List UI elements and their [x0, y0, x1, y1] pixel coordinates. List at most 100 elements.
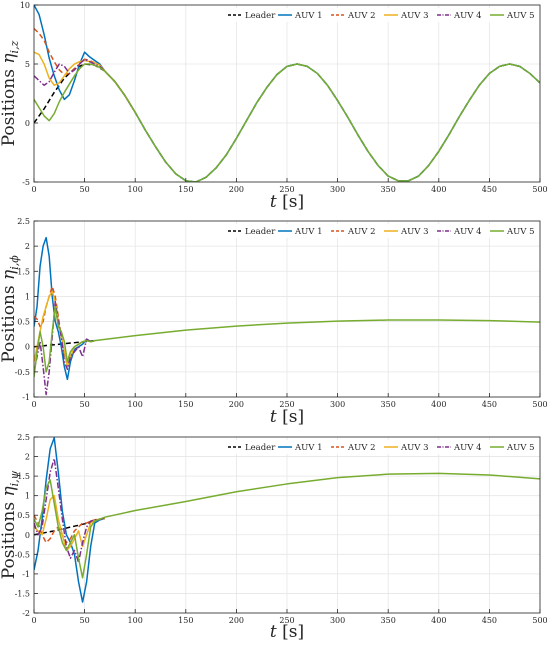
y-tick-label: 1.5 [17, 267, 30, 276]
legend-label: Leader [245, 227, 276, 237]
y-tick-label: 10 [20, 1, 30, 10]
x-tick-label: 500 [532, 185, 547, 194]
x-tick-label: 300 [330, 616, 345, 625]
legend-label: AUV 3 [400, 11, 429, 21]
x-tick-label: 300 [330, 185, 345, 194]
legend-label: AUV 5 [506, 443, 535, 453]
series-group [34, 437, 540, 603]
x-tick-label: 400 [431, 185, 446, 194]
legend-label: AUV 2 [347, 11, 376, 21]
x-tick-label: 150 [178, 400, 193, 409]
y-tick-label: 2.5 [17, 433, 30, 442]
x-tick-label: 50 [80, 185, 90, 194]
series-line-auv-3 [34, 290, 95, 368]
grid [33, 220, 541, 398]
y-tick-label: 1.5 [17, 472, 30, 481]
y-tick-label: 0 [25, 343, 30, 352]
x-tick-label: 150 [178, 185, 193, 194]
x-tick-label: 250 [279, 185, 294, 194]
legend-label: AUV 5 [506, 11, 535, 21]
x-tick-label: 500 [532, 400, 547, 409]
x-axis-label: t [s] [270, 192, 304, 212]
y-tick-label: 0 [25, 531, 30, 540]
x-tick-label: 50 [80, 400, 90, 409]
y-tick-label: 0.5 [17, 318, 30, 327]
legend-label: AUV 4 [453, 227, 482, 237]
y-tick-label: 2 [25, 453, 30, 462]
chart-eta-phi: 0 50 100 150 200 250 300 350 400 450 500 -1 -0.5 0 0.5… [0, 215, 550, 430]
legend-label: AUV 4 [453, 443, 482, 453]
legend-label: Leader [245, 11, 276, 21]
legend: Leader AUV 1 AUV 2 AUV 3 AUV 4 AUV 5 [224, 440, 538, 454]
series-line-auv-2 [34, 514, 105, 544]
x-tick-label: 100 [128, 400, 143, 409]
x-tick-label: 200 [229, 400, 244, 409]
legend: Leader AUV 1 AUV 2 AUV 3 AUV 4 AUV 5 [224, 224, 538, 238]
x-tick-label: 50 [80, 616, 90, 625]
y-tick-label: 2 [25, 242, 30, 251]
x-tick-label: 500 [532, 616, 547, 625]
series-line-auv-3 [34, 494, 105, 552]
y-tick-label: 1 [25, 292, 30, 301]
y-tick-label: -1 [22, 393, 30, 402]
chart-eta-z: 0 50 100 150 200 250 300 350 400 450 500 -5 0 5 10 t [s… [0, 0, 550, 215]
chart-eta-phi-svg: 0 50 100 150 200 250 300 350 400 450 500 -1 -0.5 0 0.5… [0, 217, 548, 427]
y-tick-label: 0.5 [17, 511, 30, 520]
y-tick-label: -1 [22, 570, 30, 579]
legend-label: AUV 1 [294, 443, 323, 453]
x-tick-label: 450 [482, 400, 497, 409]
legend-label: AUV 2 [347, 443, 376, 453]
x-axis-label: t [s] [270, 407, 304, 427]
x-tick-label: 0 [31, 185, 36, 194]
legend-label: AUV 1 [294, 11, 323, 21]
x-tick-label: 200 [229, 185, 244, 194]
x-tick-label: 200 [229, 616, 244, 625]
series-line-auv-5 [34, 63, 540, 182]
series-line-auv-4 [34, 457, 105, 563]
legend-label: AUV 3 [400, 227, 429, 237]
x-tick-label: 400 [431, 400, 446, 409]
series-line-auv-1 [34, 437, 106, 603]
y-tick-label: 0 [25, 119, 30, 128]
legend-label: AUV 5 [506, 227, 535, 237]
legend-label: AUV 3 [400, 443, 429, 453]
y-tick-label: -0.5 [15, 368, 30, 377]
x-tick-label: 250 [279, 616, 294, 625]
x-tick-label: 350 [381, 400, 396, 409]
series-line-auv-5 [34, 472, 540, 579]
series-line-auv-5 [34, 305, 540, 377]
x-tick-label: 0 [31, 616, 36, 625]
legend-label: Leader [245, 443, 276, 453]
grid [33, 436, 541, 614]
series-group [34, 236, 540, 396]
y-axis-label: Positions ηi,z [0, 40, 21, 146]
chart-eta-psi: 0 50 100 150 200 250 300 350 400 450 500 -2 -1.5 -1 -0… [0, 430, 550, 647]
y-tick-label: -0.5 [15, 550, 30, 559]
x-tick-label: 100 [128, 616, 143, 625]
legend: Leader AUV 1 AUV 2 AUV 3 AUV 4 AUV 5 [224, 8, 538, 22]
x-tick-label: 350 [381, 616, 396, 625]
x-tick-label: 0 [31, 400, 36, 409]
series-group [34, 5, 540, 182]
y-tick-label: 1 [25, 492, 30, 501]
x-tick-label: 100 [128, 185, 143, 194]
x-tick-label: 150 [178, 616, 193, 625]
chart-eta-psi-svg: 0 50 100 150 200 250 300 350 400 450 500 -2 -1.5 -1 -0… [0, 433, 548, 642]
legend-label: AUV 2 [347, 227, 376, 237]
grid [33, 4, 541, 183]
y-tick-label: 2.5 [17, 217, 30, 226]
y-tick-label: 5 [25, 60, 30, 69]
x-tick-label: 300 [330, 400, 345, 409]
y-axis-label: Positions ηi,ϕ [0, 255, 21, 363]
y-tick-label: -1.5 [15, 589, 30, 598]
x-tick-label: 450 [482, 616, 497, 625]
x-tick-label: 350 [381, 185, 396, 194]
legend-label: AUV 4 [453, 11, 482, 21]
series-line-auv-1 [34, 236, 95, 381]
y-axis-label: Positions ηi,ψ [0, 470, 21, 579]
legend-label: AUV 1 [294, 227, 323, 237]
x-tick-label: 400 [431, 616, 446, 625]
x-tick-label: 450 [482, 185, 497, 194]
y-tick-label: -5 [22, 178, 30, 187]
